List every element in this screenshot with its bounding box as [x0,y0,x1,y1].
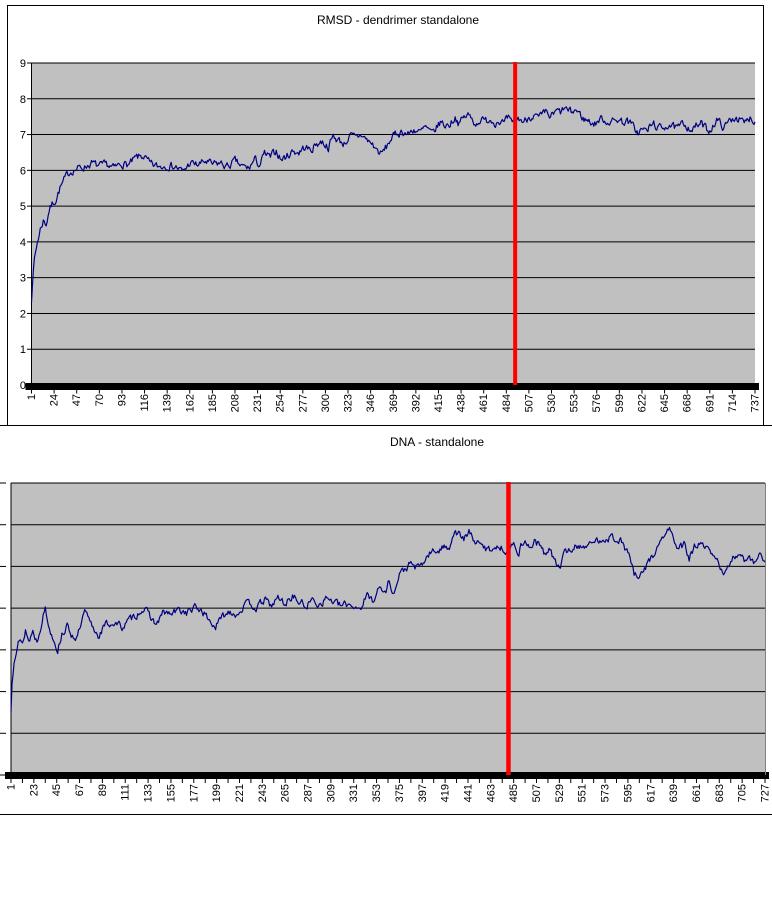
x-tick-label: 177 [188,784,200,802]
x-tick-label: 727 [760,784,772,802]
x-tick-label: 661 [691,784,703,802]
x-tick-label: 199 [211,784,223,802]
x-tick-label: 45 [51,784,63,796]
x-tick-label: 397 [417,784,429,802]
x-tick-label: 485 [508,784,520,802]
y-tick-label: 9 [20,58,26,70]
x-tick-label: 714 [727,394,739,412]
rmsd-chart-title: RMSD - dendrimer standalone [316,13,480,27]
y-tick-label: 5 [20,201,26,213]
x-tick-label: 24 [49,394,61,406]
rmsd-series-line [30,106,756,303]
x-tick-label: 265 [280,784,292,802]
y-tick-label: 6 [20,165,26,177]
x-tick-label: 162 [184,394,196,412]
x-tick-label: 369 [388,394,400,412]
x-tick-label: 530 [546,394,558,412]
dna-chart-title: DNA - standalone [389,435,485,449]
x-tick-label: 576 [591,394,603,412]
x-tick-label: 1 [26,394,38,400]
x-tick-label: 208 [229,394,241,412]
x-tick-label: 573 [600,784,612,802]
x-tick-label: 93 [116,394,128,406]
x-tick-label: 645 [659,394,671,412]
x-tick-label: 155 [165,784,177,802]
y-tick-label: 3 [20,273,26,285]
x-tick-label: 277 [297,394,309,412]
x-tick-label: 375 [394,784,406,802]
x-axis-bar [25,383,759,390]
plot-area [11,483,765,775]
x-tick-label: 529 [554,784,566,802]
x-tick-label: 691 [704,394,716,412]
rmsd-chart-object[interactable] [7,5,764,426]
y-tick-label: 4 [20,237,26,249]
dna-series-line [10,526,766,713]
x-tick-label: 309 [325,784,337,802]
x-tick-label: 668 [682,394,694,412]
x-tick-label: 639 [668,784,680,802]
x-tick-label: 392 [410,394,422,412]
x-tick-label: 89 [97,784,109,796]
x-tick-label: 185 [207,394,219,412]
x-tick-label: 23 [28,784,40,796]
plot-area [31,63,755,385]
x-tick-label: 705 [737,784,749,802]
x-tick-label: 139 [162,394,174,412]
x-tick-label: 346 [365,394,377,412]
x-tick-label: 231 [252,394,264,412]
x-tick-label: 254 [275,394,287,412]
y-tick-label: 8 [20,94,26,106]
x-tick-label: 353 [371,784,383,802]
x-tick-label: 300 [320,394,332,412]
x-tick-label: 133 [143,784,155,802]
x-tick-label: 599 [614,394,626,412]
x-tick-label: 331 [348,784,360,802]
x-tick-label: 243 [257,784,269,802]
x-tick-label: 47 [71,394,83,406]
x-tick-label: 463 [485,784,497,802]
x-tick-label: 553 [569,394,581,412]
x-tick-label: 551 [577,784,589,802]
dna-chart-object[interactable] [0,425,772,815]
x-tick-label: 419 [440,784,452,802]
x-tick-label: 617 [645,784,657,802]
x-tick-label: 221 [234,784,246,802]
x-axis-bar [5,772,769,779]
y-tick-label: 2 [20,308,26,320]
x-tick-label: 507 [531,784,543,802]
dna-chart-plot: 1 23 45 67 89 111 133 155 177 199 221 243 265 287 309 3… [0,482,772,802]
y-tick-label: 7 [20,130,26,142]
x-tick-label: 323 [343,394,355,412]
x-tick-label: 484 [501,394,513,412]
x-tick-label: 683 [714,784,726,802]
x-tick-label: 438 [456,394,468,412]
x-tick-label: 461 [478,394,490,412]
y-tick-label: 0 [20,380,26,392]
x-tick-label: 111 [120,784,132,801]
x-tick-label: 287 [303,784,315,802]
x-tick-label: 441 [462,784,474,802]
x-tick-label: 415 [433,394,445,412]
x-tick-label: 622 [636,394,648,412]
x-tick-label: 737 [750,394,762,412]
x-tick-label: 507 [523,394,535,412]
x-tick-label: 1 [6,784,18,790]
x-tick-label: 70 [94,394,106,406]
x-tick-label: 116 [139,394,151,412]
y-tick-label: 1 [20,344,26,356]
x-tick-label: 67 [74,784,86,796]
x-tick-label: 595 [622,784,634,802]
